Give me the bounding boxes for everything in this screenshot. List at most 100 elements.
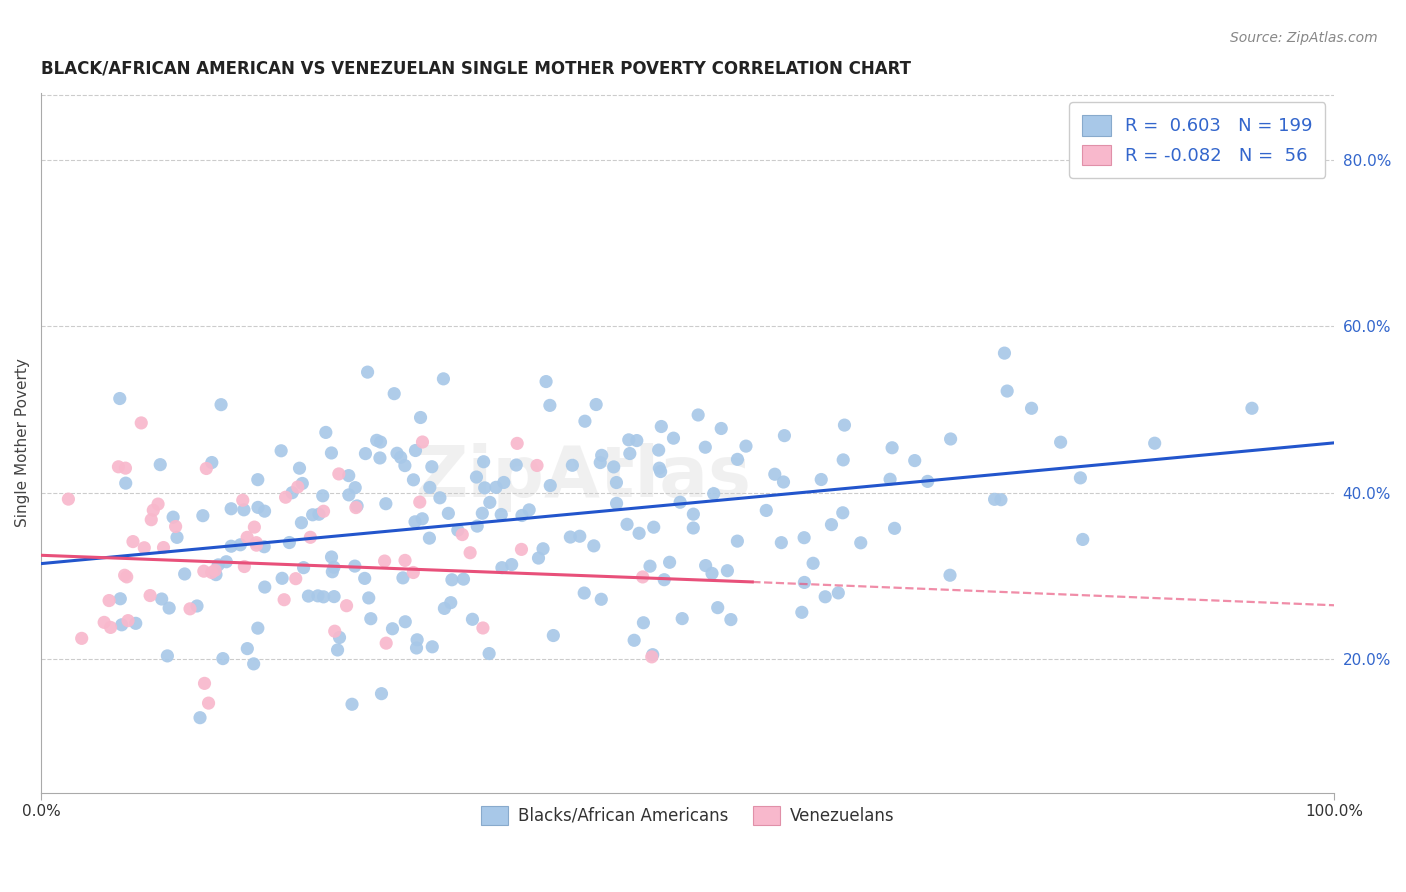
Point bbox=[506, 436, 529, 450]
Point bbox=[374, 554, 396, 568]
Point bbox=[409, 495, 432, 509]
Point bbox=[253, 504, 276, 518]
Point bbox=[606, 496, 628, 510]
Point bbox=[409, 410, 432, 425]
Point bbox=[658, 555, 681, 569]
Point bbox=[370, 687, 392, 701]
Point bbox=[207, 558, 229, 572]
Point bbox=[735, 439, 758, 453]
Point bbox=[315, 425, 337, 440]
Point bbox=[219, 501, 242, 516]
Point bbox=[485, 480, 508, 494]
Point bbox=[253, 540, 276, 554]
Point bbox=[312, 504, 335, 518]
Point bbox=[471, 506, 494, 520]
Point bbox=[834, 418, 856, 433]
Point bbox=[394, 458, 416, 473]
Point bbox=[560, 530, 582, 544]
Point bbox=[703, 486, 725, 500]
Point bbox=[793, 575, 815, 590]
Point bbox=[368, 450, 391, 465]
Point bbox=[827, 586, 849, 600]
Point bbox=[340, 698, 363, 712]
Point bbox=[323, 590, 346, 604]
Point bbox=[1049, 435, 1071, 450]
Point bbox=[274, 490, 297, 504]
Point bbox=[1021, 401, 1043, 416]
Point bbox=[419, 480, 441, 494]
Point bbox=[321, 446, 343, 460]
Point bbox=[366, 434, 388, 448]
Point bbox=[381, 622, 404, 636]
Point bbox=[793, 531, 815, 545]
Point bbox=[471, 621, 494, 635]
Point bbox=[763, 467, 786, 482]
Point bbox=[755, 503, 778, 517]
Point bbox=[205, 567, 228, 582]
Point bbox=[243, 520, 266, 534]
Point bbox=[472, 455, 495, 469]
Point bbox=[574, 414, 596, 428]
Point bbox=[832, 453, 855, 467]
Point bbox=[589, 456, 612, 470]
Point bbox=[110, 591, 132, 606]
Point bbox=[647, 443, 669, 458]
Point bbox=[531, 541, 554, 556]
Point bbox=[193, 564, 215, 578]
Point bbox=[631, 570, 654, 584]
Point bbox=[1143, 436, 1166, 450]
Y-axis label: Single Mother Poverty: Single Mother Poverty bbox=[15, 359, 30, 527]
Point bbox=[288, 461, 311, 475]
Point bbox=[710, 421, 733, 435]
Text: BLACK/AFRICAN AMERICAN VS VENEZUELAN SINGLE MOTHER POVERTY CORRELATION CHART: BLACK/AFRICAN AMERICAN VS VENEZUELAN SIN… bbox=[41, 60, 911, 78]
Point bbox=[328, 467, 350, 481]
Point bbox=[432, 372, 454, 386]
Point bbox=[195, 461, 218, 475]
Point bbox=[93, 615, 115, 630]
Point bbox=[641, 648, 664, 662]
Point bbox=[323, 624, 346, 639]
Point bbox=[405, 443, 427, 458]
Point bbox=[344, 481, 367, 495]
Point bbox=[652, 573, 675, 587]
Point bbox=[382, 386, 405, 401]
Point bbox=[326, 643, 349, 657]
Point bbox=[406, 632, 429, 647]
Point bbox=[139, 589, 162, 603]
Point bbox=[682, 507, 704, 521]
Point bbox=[291, 476, 314, 491]
Point bbox=[1071, 533, 1094, 547]
Point bbox=[292, 560, 315, 574]
Point bbox=[236, 530, 259, 544]
Point bbox=[605, 475, 627, 490]
Point bbox=[623, 633, 645, 648]
Point bbox=[478, 495, 501, 509]
Point bbox=[695, 558, 717, 573]
Point bbox=[115, 570, 138, 584]
Point bbox=[165, 519, 187, 533]
Point bbox=[236, 641, 259, 656]
Point bbox=[107, 459, 129, 474]
Point bbox=[281, 485, 304, 500]
Point bbox=[939, 432, 962, 446]
Point bbox=[543, 628, 565, 642]
Point bbox=[790, 605, 813, 619]
Point bbox=[246, 621, 269, 635]
Point bbox=[478, 647, 501, 661]
Point bbox=[440, 573, 463, 587]
Point bbox=[146, 497, 169, 511]
Point bbox=[669, 495, 692, 509]
Point bbox=[242, 657, 264, 671]
Point bbox=[402, 473, 425, 487]
Point bbox=[229, 538, 252, 552]
Point bbox=[344, 500, 367, 515]
Point bbox=[820, 517, 842, 532]
Point bbox=[433, 601, 456, 615]
Text: Source: ZipAtlas.com: Source: ZipAtlas.com bbox=[1230, 31, 1378, 45]
Point bbox=[727, 452, 749, 467]
Point bbox=[108, 392, 131, 406]
Point bbox=[141, 513, 163, 527]
Point bbox=[307, 589, 329, 603]
Point bbox=[650, 419, 672, 434]
Point bbox=[204, 563, 226, 577]
